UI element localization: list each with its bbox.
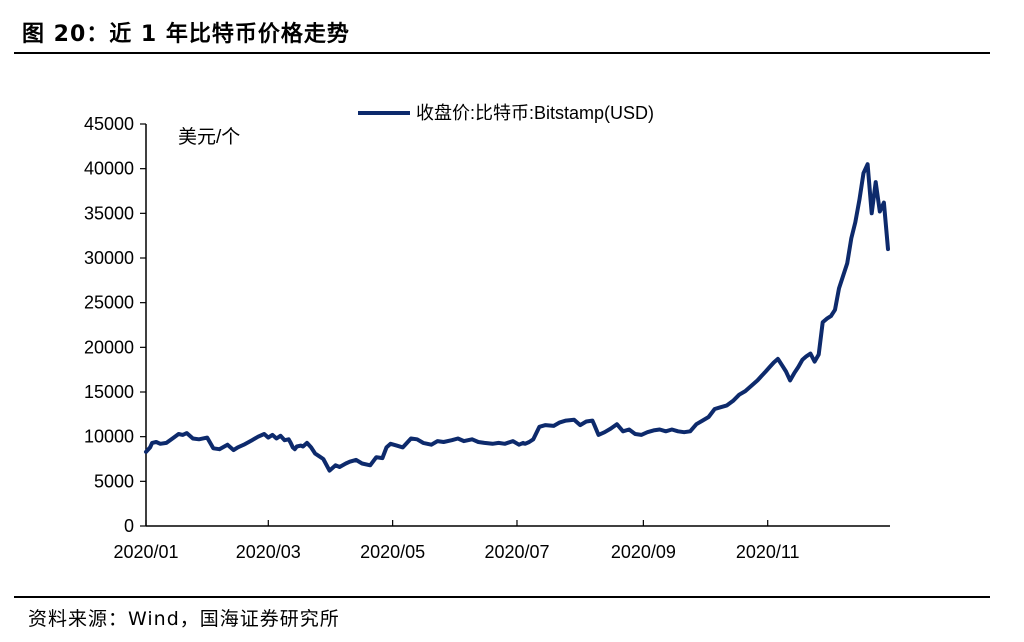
- y-tick-label: 5000: [94, 471, 134, 491]
- y-tick-label: 25000: [84, 293, 134, 313]
- y-tick-label: 40000: [84, 159, 134, 179]
- legend: 收盘价:比特币:Bitstamp(USD): [358, 103, 654, 123]
- x-tick-label: 2020/03: [236, 542, 301, 562]
- y-tick-label: 15000: [84, 382, 134, 402]
- bottom-divider: [14, 596, 990, 598]
- x-ticks: 2020/01 2020/03 2020/05 2020/07 2020/09 2020/…: [113, 520, 800, 562]
- y-tick-label: 20000: [84, 337, 134, 357]
- y-tick-label: 45000: [84, 114, 134, 134]
- figure-title: 图 20：近 1 年比特币价格走势: [22, 22, 350, 47]
- y-tick-label: 10000: [84, 427, 134, 447]
- series-line-bitcoin-close: [144, 162, 890, 473]
- y-ticks: 0 5000 10000 15000 20000 25000 30000 35000 40000…: [84, 114, 146, 536]
- legend-label: 收盘价:比特币:Bitstamp(USD): [416, 103, 654, 123]
- x-tick-label: 2020/01: [113, 542, 178, 562]
- y-axis-unit-label: 美元/个: [178, 126, 240, 148]
- top-divider: [14, 52, 990, 54]
- chart-axes: [145, 124, 890, 527]
- x-tick-label: 2020/05: [360, 542, 425, 562]
- y-tick-label: 30000: [84, 248, 134, 268]
- y-tick-label: 35000: [84, 203, 134, 223]
- y-tick-label: 0: [124, 516, 134, 536]
- x-tick-label: 2020/09: [611, 542, 676, 562]
- x-tick-label: 2020/07: [484, 542, 549, 562]
- x-tick-label: 2020/11: [736, 542, 800, 562]
- source-note: 资料来源：Wind，国海证券研究所: [28, 608, 340, 630]
